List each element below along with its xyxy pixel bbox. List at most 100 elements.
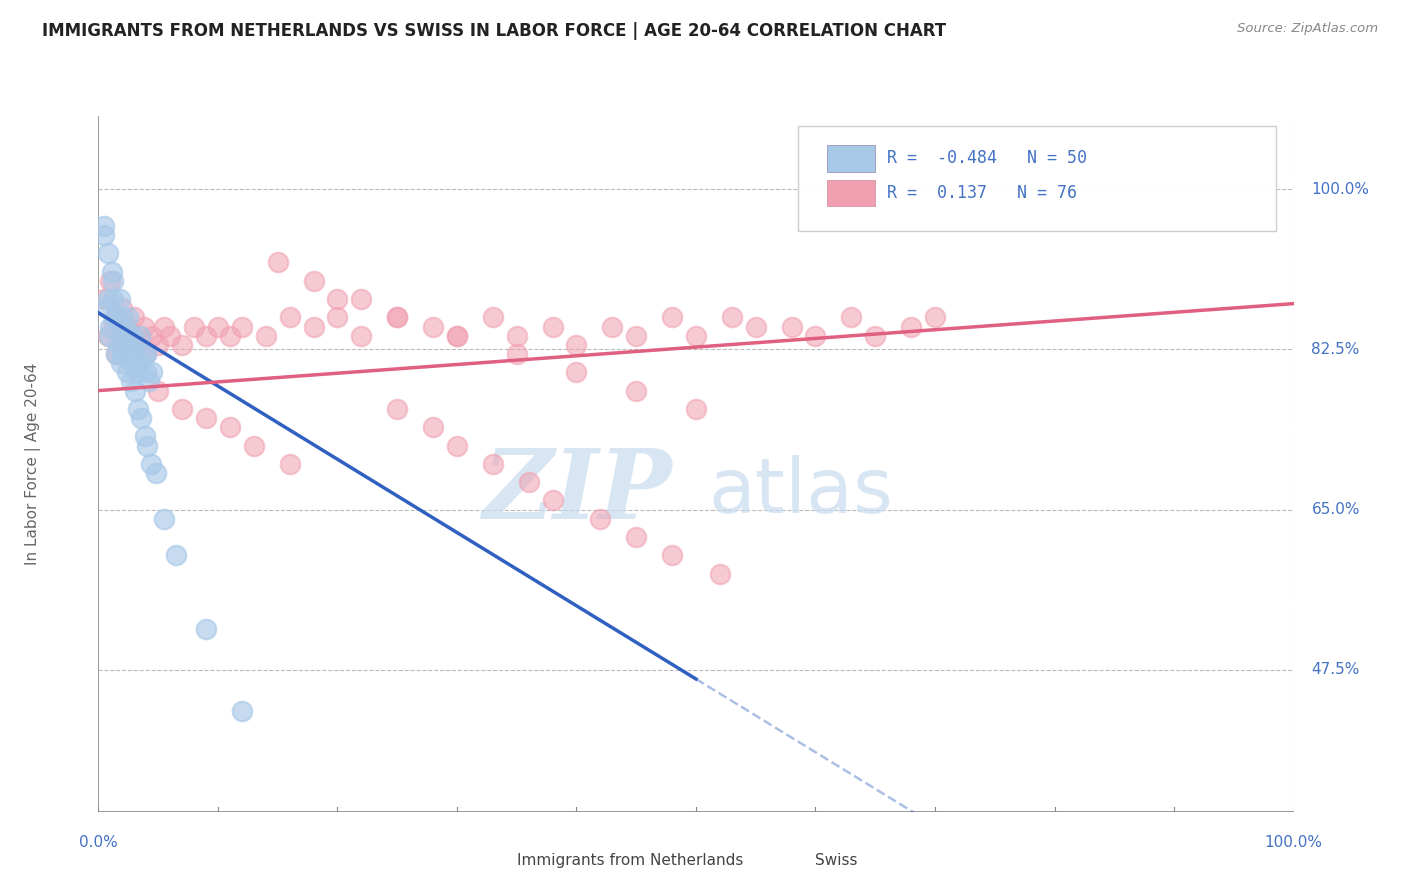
Point bbox=[138, 375, 160, 389]
Point bbox=[153, 319, 176, 334]
Text: Swiss: Swiss bbox=[815, 853, 858, 868]
Point bbox=[159, 328, 181, 343]
Point bbox=[127, 401, 149, 416]
Point bbox=[685, 401, 707, 416]
Point bbox=[194, 411, 217, 425]
Point bbox=[111, 301, 134, 316]
Point bbox=[661, 310, 683, 325]
Point bbox=[107, 338, 129, 352]
Point bbox=[481, 310, 505, 325]
Text: In Labor Force | Age 20-64: In Labor Force | Age 20-64 bbox=[25, 363, 41, 565]
Point bbox=[97, 328, 120, 343]
Point bbox=[111, 310, 134, 325]
Point bbox=[481, 457, 505, 471]
Point bbox=[129, 328, 152, 343]
Point bbox=[98, 274, 122, 288]
Point bbox=[129, 356, 152, 370]
Point bbox=[105, 310, 128, 325]
Point bbox=[114, 319, 136, 334]
Text: 100.0%: 100.0% bbox=[1312, 182, 1369, 197]
Point bbox=[108, 292, 131, 306]
Text: IMMIGRANTS FROM NETHERLANDS VS SWISS IN LABOR FORCE | AGE 20-64 CORRELATION CHAR: IMMIGRANTS FROM NETHERLANDS VS SWISS IN … bbox=[42, 22, 946, 40]
Point bbox=[219, 420, 242, 434]
Point bbox=[105, 347, 128, 361]
Point bbox=[804, 328, 827, 343]
Point bbox=[117, 347, 139, 361]
Point bbox=[589, 512, 612, 526]
Point bbox=[624, 328, 647, 343]
Point bbox=[98, 319, 122, 334]
Bar bbox=[827, 180, 876, 206]
Text: 47.5%: 47.5% bbox=[1312, 663, 1360, 677]
Point bbox=[101, 292, 124, 306]
Point bbox=[243, 438, 266, 452]
Point bbox=[385, 310, 409, 325]
Point bbox=[506, 347, 529, 361]
Text: Source: ZipAtlas.com: Source: ZipAtlas.com bbox=[1237, 22, 1378, 36]
Point bbox=[108, 328, 131, 343]
Point bbox=[326, 292, 349, 306]
Point bbox=[101, 319, 124, 334]
Point bbox=[231, 704, 253, 718]
Point bbox=[446, 328, 468, 343]
Point bbox=[385, 401, 409, 416]
Point bbox=[114, 338, 136, 352]
Point bbox=[172, 401, 194, 416]
Point bbox=[93, 219, 115, 233]
Point bbox=[565, 365, 588, 379]
Point bbox=[231, 319, 253, 334]
Point bbox=[145, 466, 167, 480]
Point bbox=[446, 438, 468, 452]
Point bbox=[422, 420, 444, 434]
Point bbox=[110, 356, 132, 370]
Point bbox=[124, 384, 146, 398]
Point bbox=[709, 566, 731, 581]
Point bbox=[172, 338, 194, 352]
Point bbox=[506, 328, 529, 343]
Point bbox=[541, 319, 564, 334]
Point bbox=[100, 264, 122, 278]
Point bbox=[98, 328, 121, 343]
Point bbox=[326, 310, 349, 325]
FancyBboxPatch shape bbox=[797, 127, 1275, 231]
Point bbox=[148, 384, 170, 398]
Point bbox=[97, 246, 120, 260]
Point bbox=[132, 347, 155, 361]
Point bbox=[105, 347, 128, 361]
Point bbox=[267, 255, 290, 269]
Point bbox=[101, 274, 124, 288]
Point bbox=[139, 457, 162, 471]
Point bbox=[108, 328, 131, 343]
Point bbox=[254, 328, 277, 343]
Point bbox=[136, 438, 159, 452]
Point bbox=[97, 292, 120, 306]
Point bbox=[114, 338, 136, 352]
Point bbox=[112, 338, 135, 352]
Point bbox=[302, 319, 325, 334]
Point bbox=[124, 310, 146, 325]
Point bbox=[96, 301, 118, 316]
Point bbox=[600, 319, 623, 334]
Point bbox=[624, 384, 647, 398]
Point bbox=[93, 227, 115, 242]
Point bbox=[350, 328, 373, 343]
Point bbox=[134, 429, 156, 443]
Point bbox=[565, 338, 588, 352]
Point bbox=[278, 457, 301, 471]
Point bbox=[117, 310, 139, 325]
Point bbox=[135, 347, 157, 361]
Point bbox=[194, 622, 217, 636]
Point bbox=[105, 310, 128, 325]
Point bbox=[141, 365, 163, 379]
Point bbox=[721, 310, 744, 325]
Point bbox=[153, 512, 176, 526]
Point bbox=[124, 347, 146, 361]
Point bbox=[121, 328, 143, 343]
Point bbox=[517, 475, 540, 490]
Point bbox=[219, 328, 242, 343]
Text: atlas: atlas bbox=[709, 455, 893, 529]
Bar bbox=[827, 145, 876, 171]
Bar bbox=[773, 847, 804, 874]
Point bbox=[135, 365, 157, 379]
Point bbox=[385, 310, 409, 325]
